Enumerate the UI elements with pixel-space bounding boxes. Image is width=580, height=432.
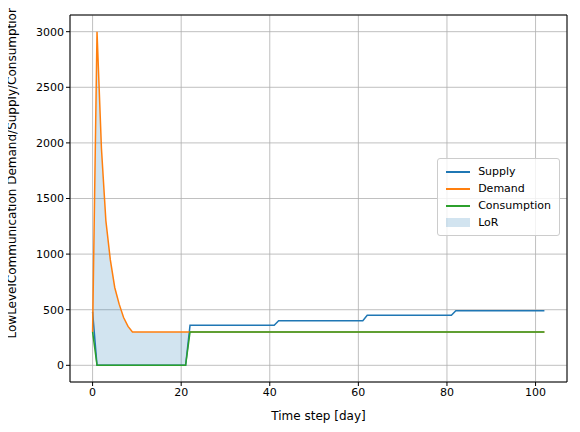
svg-text:1000: 1000	[36, 248, 64, 261]
svg-text:2500: 2500	[36, 81, 64, 94]
html-text:LoR: LoR	[478, 216, 499, 229]
svg-text:2000: 2000	[36, 137, 64, 150]
svg-text:40: 40	[263, 386, 277, 399]
svg-text:0: 0	[57, 359, 64, 372]
svg-text:1500: 1500	[36, 192, 64, 205]
html-text:Consumption: Consumption	[478, 199, 551, 212]
html-text:Supply: Supply	[478, 165, 516, 178]
svg-text:500: 500	[43, 304, 64, 317]
svg-text:100: 100	[525, 386, 546, 399]
svg-text:3000: 3000	[36, 26, 64, 39]
svg-text:0: 0	[89, 386, 96, 399]
svg-text:LowLevelCommunication Demand/S: LowLevelCommunication Demand/Supply/Cons…	[8, 8, 19, 339]
svg-text:60: 60	[351, 386, 365, 399]
svg-text:Time step [day]: Time step [day]	[270, 409, 365, 423]
html-text:Demand: Demand	[478, 182, 525, 195]
svg-text:80: 80	[440, 386, 454, 399]
svg-text:20: 20	[174, 386, 188, 399]
